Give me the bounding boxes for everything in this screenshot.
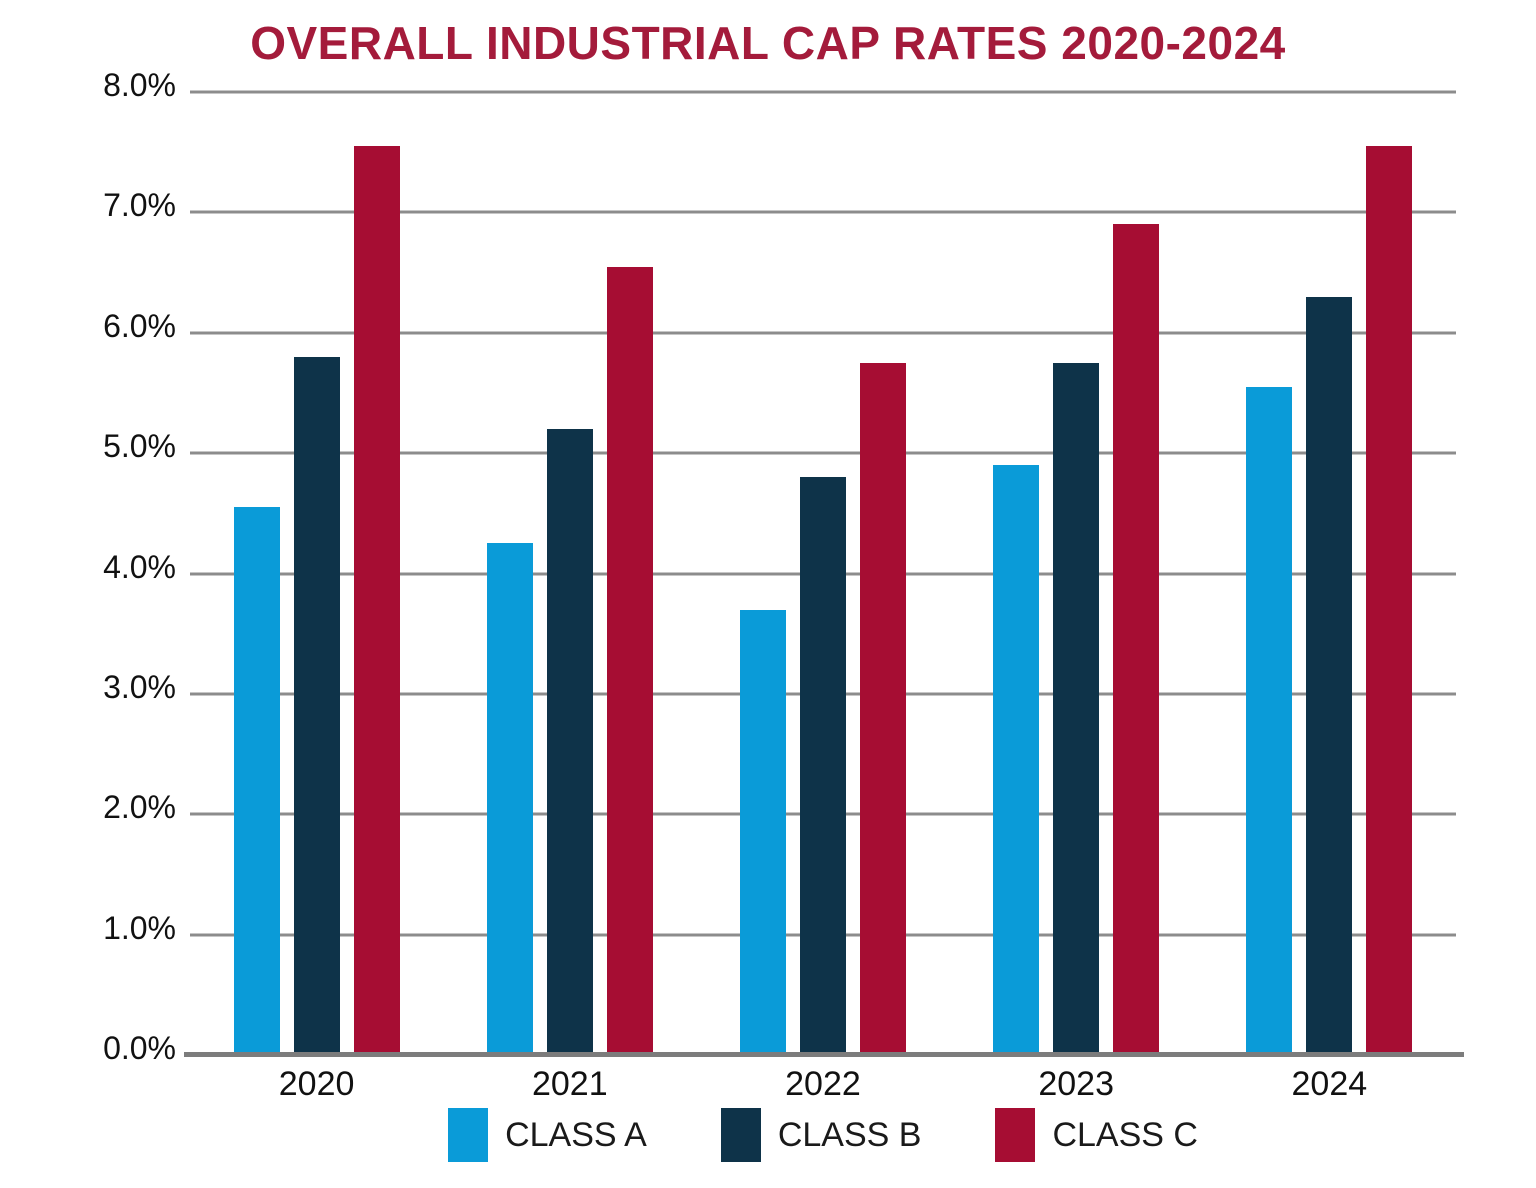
bar-class-c-2020 [353, 146, 400, 1055]
y-tick-label: 2.0% [103, 789, 176, 826]
x-axis-label: 2021 [531, 1065, 608, 1103]
bar-class-a-2021 [486, 543, 533, 1055]
y-tick-label: 5.0% [103, 427, 176, 464]
legend-swatch [720, 1108, 761, 1162]
bar-class-a-2022 [739, 609, 786, 1055]
y-tick-label: 1.0% [103, 909, 176, 946]
bar-class-b-2020 [293, 356, 340, 1055]
bar-class-c-2024 [1366, 146, 1413, 1055]
y-tick-label: 4.0% [103, 548, 176, 585]
bar-group-2022: 2022 [739, 92, 906, 1103]
legend-item-class-b: CLASS B [720, 1108, 922, 1162]
y-tick-label: 0.0% [103, 1029, 176, 1066]
bar-class-a-2024 [1246, 386, 1293, 1055]
gridline [190, 90, 1456, 94]
legend-label: CLASS A [505, 1115, 647, 1154]
gridline [190, 210, 1456, 214]
bars-row: 2020 2021 2022 2023 2024 [190, 92, 1456, 1103]
y-tick-label: 7.0% [103, 187, 176, 224]
bar-class-b-2023 [1053, 362, 1100, 1055]
y-tick-label: 8.0% [103, 66, 176, 103]
legend-label: CLASS B [777, 1115, 922, 1154]
x-axis-label: 2024 [1291, 1065, 1368, 1103]
bar-class-b-2021 [546, 429, 593, 1055]
legend-swatch [448, 1108, 489, 1162]
legend-item-class-c: CLASS C [995, 1108, 1198, 1162]
y-tick-label: 3.0% [103, 668, 176, 705]
legend-swatch [995, 1108, 1036, 1162]
y-axis: 8.0% 7.0% 6.0% 5.0% 4.0% 3.0% 2.0% 1.0% 0.0% [0, 67, 180, 1066]
bar-group-2021: 2021 [486, 92, 653, 1103]
x-axis-label: 2020 [278, 1065, 355, 1103]
bar-group-2023: 2023 [993, 92, 1160, 1103]
bar-class-c-2023 [1113, 224, 1160, 1055]
bar-class-a-2023 [993, 465, 1040, 1055]
chart-title: OVERALL INDUSTRIAL CAP RATES 2020-2024 [250, 17, 1286, 69]
gridline [190, 331, 1456, 335]
y-tick-label: 6.0% [103, 307, 176, 344]
plot-area: 2020 2021 2022 2023 2024 [184, 90, 1464, 1103]
bar-class-b-2022 [799, 477, 846, 1055]
bar-class-c-2021 [606, 266, 653, 1055]
legend: CLASS A CLASS B CLASS C [190, 1108, 1456, 1162]
bar-group-2020: 2020 [233, 92, 400, 1103]
legend-label: CLASS C [1052, 1115, 1198, 1154]
legend-item-class-a: CLASS A [448, 1108, 647, 1162]
x-axis-baseline [184, 1052, 1464, 1057]
gridline [190, 451, 1456, 455]
bar-class-c-2022 [859, 362, 906, 1055]
bar-class-b-2024 [1306, 296, 1353, 1055]
bar-group-2024: 2024 [1246, 92, 1413, 1103]
x-axis-label: 2023 [1038, 1065, 1114, 1103]
x-axis-label: 2022 [785, 1065, 861, 1103]
bar-class-a-2020 [233, 507, 280, 1055]
